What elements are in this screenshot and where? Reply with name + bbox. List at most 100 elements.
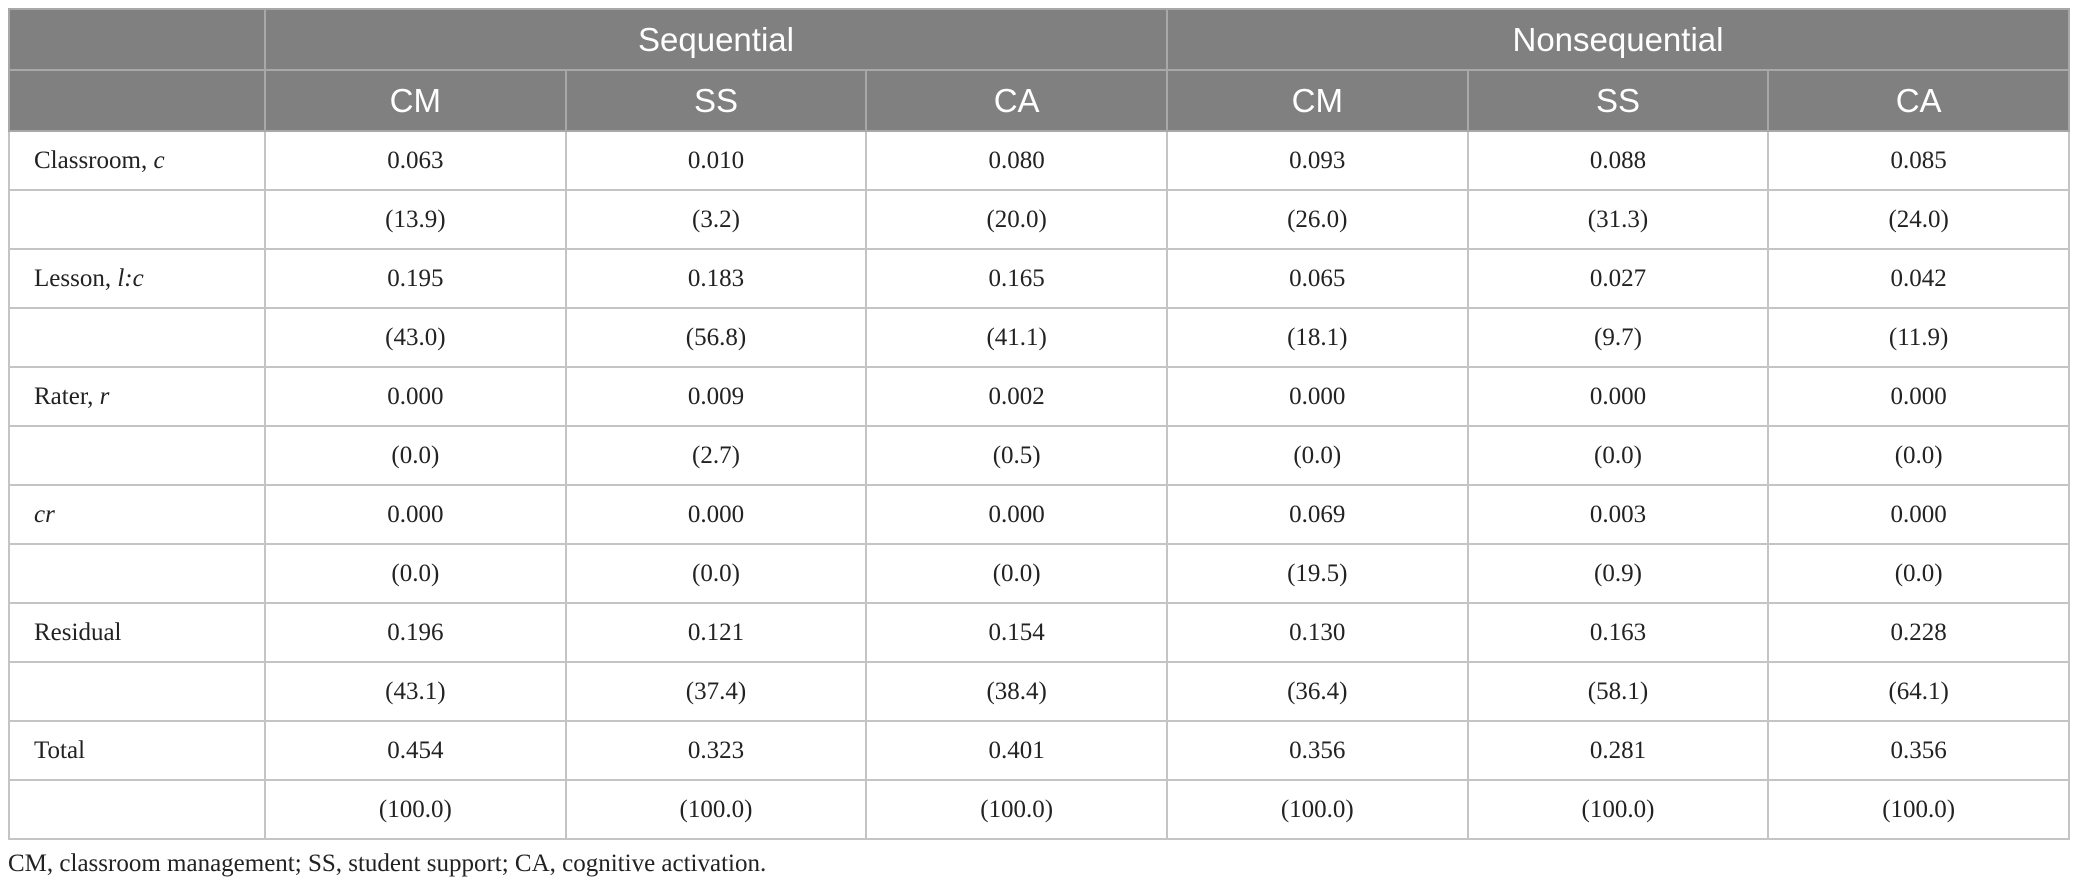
table-row: (0.0) (2.7) (0.5) (0.0) (0.0) (0.0): [8, 425, 2070, 486]
column-header: SS: [1466, 69, 1770, 132]
column-header: SS: [564, 69, 868, 132]
column-header: CA: [1767, 69, 2070, 132]
header-row: Sequential Nonsequential: [8, 8, 2071, 71]
value-cell: 0.281: [1466, 720, 1770, 781]
value-cell: 0.228: [1767, 602, 2070, 663]
value-cell: 0.323: [564, 720, 868, 781]
label-part: Lesson,: [34, 264, 118, 292]
value-cell: (100.0): [1165, 779, 1469, 840]
value-cell: (56.8): [564, 307, 868, 368]
value-cell: 0.085: [1767, 130, 2070, 191]
value-cell: (3.2): [564, 189, 868, 250]
value-cell: (9.7): [1466, 307, 1770, 368]
value-cell: (38.4): [865, 661, 1168, 722]
value-cell: 0.000: [564, 484, 868, 545]
label-part: Residual: [34, 618, 122, 646]
label-part: c: [153, 146, 165, 174]
table: Sequential Nonsequential CM SS CA CM SS CA Clas…: [8, 8, 2071, 840]
value-cell: (19.5): [1165, 543, 1469, 604]
value-cell: 0.356: [1165, 720, 1469, 781]
value-cell: 0.003: [1466, 484, 1770, 545]
column-header: CM: [1165, 69, 1469, 132]
corner-cell: [8, 69, 266, 132]
value-cell: 0.093: [1165, 130, 1469, 191]
value-cell: 0.088: [1466, 130, 1770, 191]
value-cell: 0.063: [264, 130, 567, 191]
value-cell: 0.000: [1767, 484, 2070, 545]
value-cell: 0.027: [1466, 248, 1770, 309]
value-cell: (0.0): [865, 543, 1168, 604]
value-cell: 0.183: [564, 248, 868, 309]
value-cell: (11.9): [1767, 307, 2070, 368]
row-label: Total: [8, 720, 266, 781]
value-cell: 0.401: [865, 720, 1168, 781]
value-cell: 0.165: [865, 248, 1168, 309]
value-cell: 0.130: [1165, 602, 1469, 663]
value-cell: 0.163: [1466, 602, 1770, 663]
value-cell: (43.0): [264, 307, 567, 368]
column-header: CA: [865, 69, 1168, 132]
value-cell: (0.9): [1466, 543, 1770, 604]
value-cell: (41.1): [865, 307, 1168, 368]
table-row: (0.0) (0.0) (0.0) (19.5) (0.9) (0.0): [8, 543, 2070, 604]
value-cell: (100.0): [1466, 779, 1770, 840]
table-row: cr 0.000 0.000 0.000 0.069 0.003 0.000: [8, 484, 2070, 545]
value-cell: (100.0): [865, 779, 1168, 840]
label-part: cr: [34, 500, 55, 528]
row-label: [8, 189, 266, 250]
value-cell: 0.000: [1466, 366, 1770, 427]
row-label: cr: [8, 484, 266, 545]
value-cell: (2.7): [564, 425, 868, 486]
value-cell: (58.1): [1466, 661, 1770, 722]
row-label: Lesson, l:c: [8, 248, 266, 309]
table-row: (43.0) (56.8) (41.1) (18.1) (9.7) (11.9): [8, 307, 2070, 368]
value-cell: 0.000: [264, 366, 567, 427]
value-cell: 0.002: [865, 366, 1168, 427]
value-cell: (0.0): [264, 425, 567, 486]
value-cell: 0.080: [865, 130, 1168, 191]
value-cell: (0.0): [1165, 425, 1469, 486]
value-cell: 0.000: [264, 484, 567, 545]
footnote: CM, classroom management; SS, student su…: [8, 850, 767, 877]
table-row: (100.0) (100.0) (100.0) (100.0) (100.0) (100.…: [8, 779, 2070, 840]
value-cell: 0.065: [1165, 248, 1469, 309]
label-part: r: [99, 382, 110, 410]
column-header: CM: [264, 69, 567, 132]
value-cell: 0.000: [1767, 366, 2070, 427]
table-row: (13.9) (3.2) (20.0) (26.0) (31.3) (24.0): [8, 189, 2070, 250]
value-cell: 0.009: [564, 366, 868, 427]
table-row: Total 0.454 0.323 0.401 0.356 0.281 0.356: [8, 720, 2070, 781]
value-cell: (0.0): [1767, 543, 2070, 604]
value-cell: (100.0): [264, 779, 567, 840]
row-label: Rater, r: [8, 366, 266, 427]
table-row: Rater, r 0.000 0.009 0.002 0.000 0.000 0.000: [8, 366, 2070, 427]
row-label: [8, 661, 266, 722]
value-cell: (36.4): [1165, 661, 1469, 722]
table-row: Residual 0.196 0.121 0.154 0.130 0.163 0.228: [8, 602, 2070, 663]
value-cell: (100.0): [1767, 779, 2070, 840]
table-row: Classroom, c 0.063 0.010 0.080 0.093 0.088 0.0…: [8, 130, 2070, 191]
label-part: l:c: [117, 264, 144, 292]
value-cell: (0.0): [564, 543, 868, 604]
table-row: Lesson, l:c 0.195 0.183 0.165 0.065 0.027 0.04…: [8, 248, 2070, 309]
value-cell: (0.0): [264, 543, 567, 604]
value-cell: 0.154: [865, 602, 1168, 663]
value-cell: (0.5): [865, 425, 1168, 486]
table-row: (43.1) (37.4) (38.4) (36.4) (58.1) (64.1): [8, 661, 2070, 722]
value-cell: (13.9): [264, 189, 567, 250]
label-part: Total: [34, 736, 86, 764]
group-header: Nonsequential: [1165, 8, 2071, 71]
value-cell: 0.000: [1165, 366, 1469, 427]
value-cell: 0.196: [264, 602, 567, 663]
value-cell: (37.4): [564, 661, 868, 722]
value-cell: (18.1): [1165, 307, 1469, 368]
table-head: Sequential Nonsequential CM SS CA CM SS CA: [8, 8, 2071, 132]
row-label: [8, 543, 266, 604]
value-cell: (0.0): [1466, 425, 1770, 486]
value-cell: 0.356: [1767, 720, 2070, 781]
value-cell: (100.0): [564, 779, 868, 840]
row-label: [8, 779, 266, 840]
row-label: Residual: [8, 602, 266, 663]
row-label: Classroom, c: [8, 130, 266, 191]
